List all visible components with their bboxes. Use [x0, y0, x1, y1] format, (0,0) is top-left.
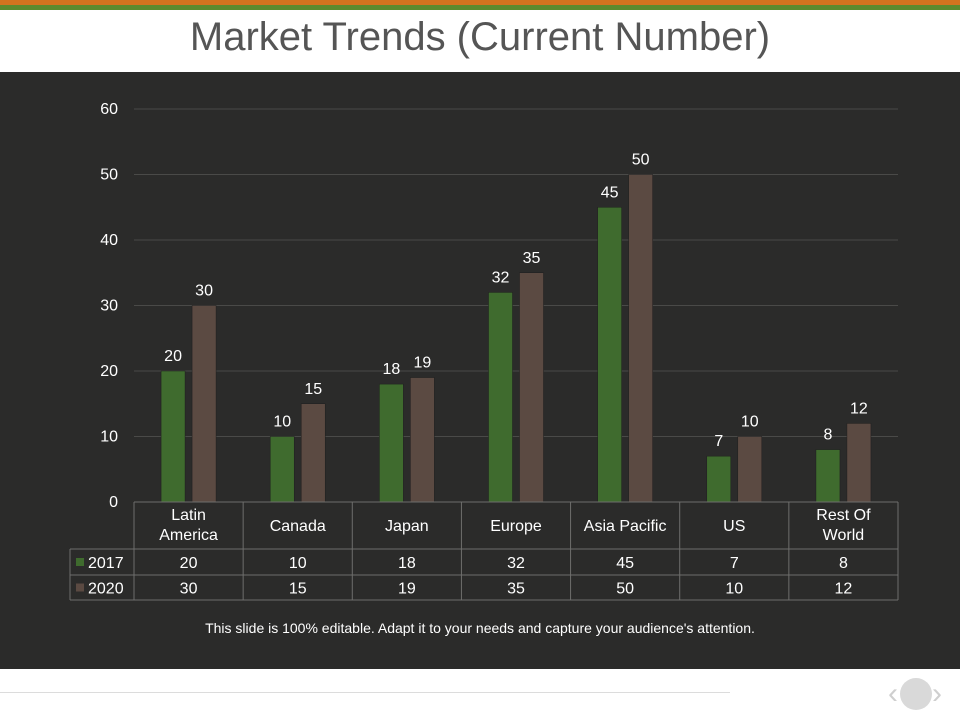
legend-label-2020: 2020 [88, 581, 124, 598]
bar-2017 [706, 455, 732, 503]
y-tick-label: 40 [100, 232, 118, 249]
stripe-orange [0, 0, 960, 5]
table-cell-2017: 45 [616, 555, 634, 572]
table-cell-2020: 35 [507, 581, 525, 598]
data-label-2017: 45 [601, 184, 619, 201]
bar-2020 [410, 377, 435, 503]
table-cell-2017: 20 [180, 555, 198, 572]
bar-2020 [519, 272, 544, 503]
bar-2017 [815, 449, 841, 503]
x-tick-label: Canada [270, 518, 326, 535]
y-tick-label: 50 [100, 167, 118, 184]
x-tick-label: US [723, 518, 745, 535]
table-cell-2017: 7 [730, 555, 739, 572]
bar-2020 [846, 423, 872, 503]
data-label-2020: 35 [523, 250, 541, 267]
data-label-2017: 18 [382, 361, 400, 378]
bar-2017 [269, 436, 295, 503]
bar-2017 [379, 383, 404, 503]
table-cell-2020: 50 [616, 581, 634, 598]
x-tick-label: Rest Of World [816, 507, 871, 544]
legend-key-2017 [76, 558, 84, 566]
data-label-2020: 12 [850, 400, 868, 417]
nav-dot-icon[interactable] [900, 678, 932, 710]
bar-2020 [191, 305, 217, 503]
bar-2017 [597, 207, 622, 503]
bar-2017 [488, 292, 513, 503]
data-label-2020: 10 [741, 414, 759, 431]
data-label-2020: 15 [304, 381, 322, 398]
y-tick-label: 60 [100, 101, 118, 118]
data-label-2020: 50 [632, 152, 650, 169]
stripe-green [0, 5, 960, 10]
table-cell-2017: 10 [289, 555, 307, 572]
data-label-2020: 30 [195, 283, 213, 300]
slide-title: Market Trends (Current Number) [189, 15, 771, 59]
y-tick-label: 30 [100, 298, 118, 315]
table-cell-2017: 8 [839, 555, 848, 572]
y-tick-label: 0 [109, 494, 118, 511]
legend-label-2017: 2017 [88, 555, 124, 572]
data-label-2017: 32 [492, 269, 510, 286]
data-label-2017: 7 [714, 433, 723, 450]
bar-2020 [628, 174, 653, 503]
table-cell-2020: 12 [835, 581, 853, 598]
table-cell-2017: 18 [398, 555, 416, 572]
table-cell-2020: 15 [289, 581, 307, 598]
bar-2020 [737, 436, 763, 503]
y-tick-label: 20 [100, 363, 118, 380]
x-tick-label: Japan [385, 518, 429, 535]
slide-navigation: ‹ › [888, 676, 944, 712]
table-cell-2020: 10 [725, 581, 743, 598]
top-stripe [0, 0, 960, 10]
x-tick-label: Latin America [159, 507, 218, 544]
table-cell-2020: 19 [398, 581, 416, 598]
legend-key-2020 [76, 583, 84, 592]
data-label-2020: 19 [413, 355, 431, 372]
data-label-2017: 10 [273, 414, 291, 431]
bar-2020 [300, 403, 326, 503]
bar-2017 [160, 370, 186, 503]
x-tick-label: Asia Pacific [584, 518, 667, 535]
footer-divider [0, 692, 730, 693]
data-label-2017: 20 [164, 348, 182, 365]
data-label-2017: 8 [823, 427, 832, 444]
y-tick-label: 10 [100, 429, 118, 446]
chevron-right-icon[interactable]: › [932, 677, 942, 710]
table-cell-2020: 30 [180, 581, 198, 598]
x-tick-label: Europe [490, 518, 542, 535]
table-cell-2017: 32 [507, 555, 525, 572]
slide-caption: This slide is 100% editable. Adapt it to… [205, 620, 755, 636]
bar-chart: 0 10 20 30 40 50 60 20 30 10 15 18 19 32 35 45 50 7 10 8 12 L… [69, 101, 899, 601]
chevron-left-icon[interactable]: ‹ [888, 677, 898, 710]
